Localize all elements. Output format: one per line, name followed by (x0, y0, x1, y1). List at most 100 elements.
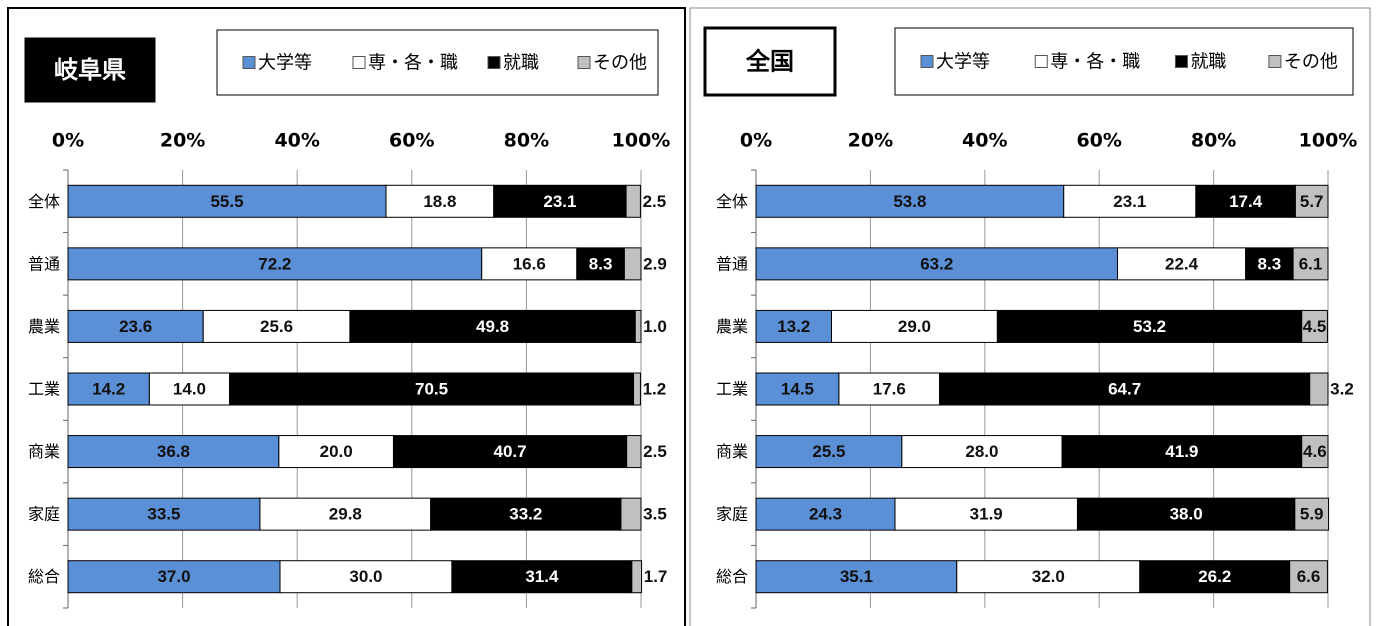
y-tick-label: 全体 (716, 192, 748, 211)
data-label: 49.8 (476, 317, 509, 336)
y-tick-label: 工業 (28, 380, 60, 399)
bar-segment (67, 435, 280, 469)
data-label: 22.4 (1165, 254, 1199, 273)
bar-segment (385, 184, 495, 218)
x-tick-label: 0% (52, 130, 84, 152)
data-label: 32.0 (1032, 567, 1065, 586)
legend-swatch (1034, 55, 1048, 68)
data-label: 35.1 (840, 567, 873, 586)
data-label: 1.7 (644, 567, 668, 586)
data-label: 1.2 (643, 379, 667, 398)
y-tick-label: 全体 (28, 192, 60, 211)
data-label: 13.2 (777, 317, 810, 336)
bar-segment (901, 435, 1063, 469)
x-tick-label: 60% (389, 130, 434, 152)
legend-swatch (1174, 55, 1188, 68)
data-label: 25.6 (260, 317, 293, 336)
bar-segment (67, 560, 281, 594)
y-tick-label: 総合 (716, 567, 748, 586)
data-label: 25.5 (812, 442, 845, 461)
data-label: 8.3 (1258, 254, 1282, 273)
bar-segment (1294, 184, 1329, 218)
bar-segment (493, 184, 627, 218)
bar-segment (481, 247, 578, 281)
bar-segment (755, 372, 840, 406)
x-tick-label: 40% (274, 130, 319, 152)
bar-segment (392, 435, 628, 469)
data-label: 30.0 (349, 567, 382, 586)
x-tick-label: 80% (504, 130, 549, 152)
y-tick-label: 家庭 (716, 505, 748, 524)
bar-segment (1061, 435, 1303, 469)
bar-segment (1292, 247, 1329, 281)
legend-label: その他 (1284, 52, 1338, 73)
bar-segment (67, 184, 387, 218)
data-label: 6.1 (1299, 254, 1323, 273)
y-tick-label: 農業 (716, 317, 748, 336)
legend-swatch (920, 55, 934, 68)
bar-segment (1117, 247, 1247, 281)
legend-swatch (1268, 55, 1282, 68)
x-tick-label: 100% (1299, 130, 1358, 152)
title-box (703, 26, 837, 97)
bar-segment (1294, 497, 1330, 531)
bar-segment (1076, 497, 1296, 531)
bar-segment (625, 184, 641, 218)
bar-segment (838, 372, 941, 406)
data-label: 4.6 (1303, 442, 1327, 461)
data-label: 29.8 (329, 505, 362, 524)
x-tick-label: 60% (1076, 130, 1121, 152)
data-label: 2.5 (643, 192, 667, 211)
x-tick-label: 80% (1191, 130, 1236, 152)
bar-segment (259, 497, 432, 531)
y-tick-label: 総合 (28, 567, 60, 586)
bar-segment (1289, 560, 1328, 594)
data-label: 40.7 (494, 442, 527, 461)
data-label: 53.2 (1133, 317, 1166, 336)
legend-swatch (352, 56, 366, 69)
bar-segment (67, 247, 483, 281)
bar-segment (755, 497, 896, 531)
data-label: 6.6 (1297, 567, 1321, 586)
data-label: 41.9 (1165, 442, 1198, 461)
chart-title: 岐阜県 (54, 56, 126, 84)
data-label: 4.5 (1303, 317, 1327, 336)
bar-segment (148, 372, 231, 406)
x-tick-label: 20% (160, 130, 205, 152)
data-label: 8.3 (589, 254, 613, 273)
bar-segment (1301, 309, 1328, 343)
y-tick-label: 農業 (28, 317, 60, 336)
bar-segment (67, 497, 261, 531)
data-label: 1.0 (643, 317, 667, 336)
data-label: 3.2 (1330, 379, 1354, 398)
bar-segment (623, 247, 642, 281)
data-label: 64.7 (1108, 379, 1141, 398)
bar-segment (67, 372, 150, 406)
bar-segment (620, 497, 642, 531)
data-label: 38.0 (1170, 505, 1203, 524)
legend-label: その他 (593, 53, 647, 74)
data-label: 16.6 (513, 254, 546, 273)
data-label: 17.4 (1229, 192, 1263, 211)
x-tick-label: 100% (612, 130, 671, 152)
y-tick-label: 普通 (28, 254, 60, 273)
bar-segment (626, 435, 642, 469)
bar-segment (349, 309, 636, 343)
bar-segment (755, 184, 1065, 218)
data-label: 70.5 (415, 379, 448, 398)
bar-segment (430, 497, 622, 531)
data-label: 2.5 (643, 442, 667, 461)
data-label: 72.2 (258, 254, 291, 273)
bar-segment (755, 435, 903, 469)
data-label: 23.1 (1113, 192, 1146, 211)
data-label: 63.2 (920, 254, 953, 273)
legend-label: 大学等 (936, 52, 990, 73)
data-label: 28.0 (965, 442, 998, 461)
bar-segment (996, 309, 1303, 343)
data-label: 14.2 (92, 379, 125, 398)
legend-label: 専・各・職 (368, 53, 458, 74)
data-label: 37.0 (157, 567, 190, 586)
y-tick-label: 商業 (716, 442, 748, 461)
data-label: 17.6 (873, 379, 906, 398)
